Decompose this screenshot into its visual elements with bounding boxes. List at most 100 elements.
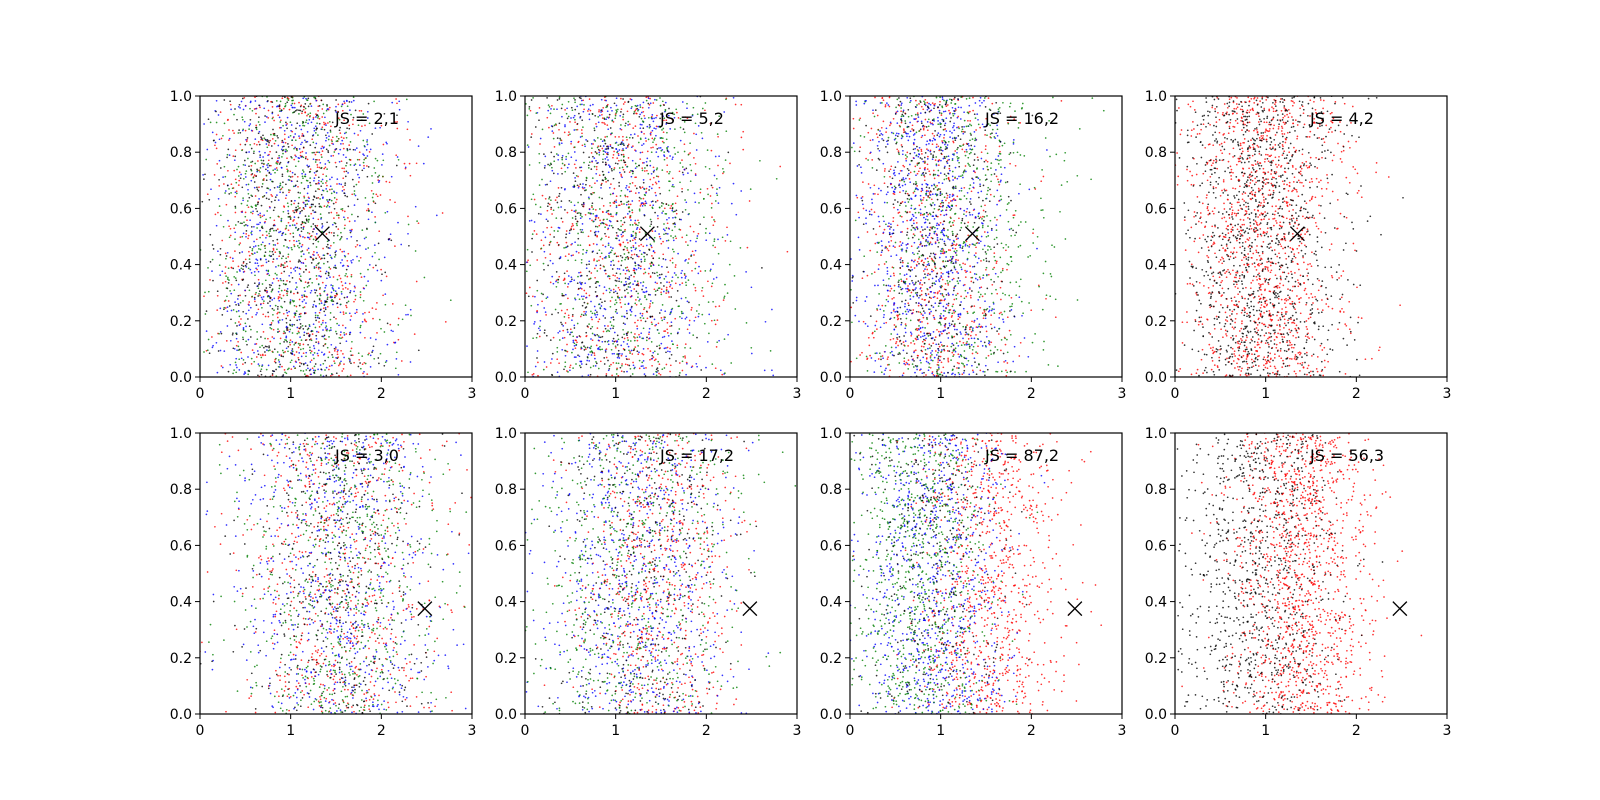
- scatter-point: [351, 228, 353, 231]
- scatter-point: [326, 346, 329, 349]
- scatter-point: [647, 97, 650, 100]
- scatter-point: [300, 355, 303, 358]
- scatter-point: [341, 209, 344, 212]
- scatter-point: [572, 367, 574, 369]
- scatter-point: [704, 270, 707, 272]
- scatter-point: [555, 279, 558, 282]
- scatter-point: [223, 183, 225, 185]
- scatter-point: [558, 128, 560, 131]
- scatter-point: [236, 298, 239, 300]
- scatter-point: [609, 127, 612, 129]
- scatter-point: [253, 296, 256, 299]
- scatter-point: [589, 104, 592, 107]
- scatter-point: [596, 348, 599, 350]
- scatter-point: [332, 300, 335, 303]
- scatter-point: [587, 353, 590, 356]
- scatter-point: [723, 111, 726, 113]
- scatter-point: [581, 144, 584, 147]
- scatter-point: [224, 299, 227, 302]
- scatter-point: [679, 181, 681, 184]
- scatter-point: [273, 309, 275, 311]
- scatter-point: [328, 336, 330, 338]
- scatter-point: [601, 170, 604, 173]
- scatter-point: [292, 236, 295, 238]
- scatter-point: [352, 119, 354, 121]
- scatter-point: [641, 312, 644, 315]
- scatter-point: [712, 300, 714, 303]
- scatter-point: [613, 150, 615, 153]
- scatter-point: [666, 233, 669, 235]
- scatter-point: [707, 280, 709, 283]
- scatter-point: [215, 99, 218, 102]
- scatter-point: [353, 190, 356, 192]
- scatter-point: [590, 300, 592, 303]
- scatter-point: [678, 218, 681, 221]
- scatter-point: [713, 319, 716, 322]
- scatter-point: [583, 143, 586, 146]
- scatter-point: [312, 306, 314, 308]
- scatter-point: [350, 273, 353, 276]
- scatter-point: [295, 305, 298, 308]
- scatter-point: [304, 157, 307, 160]
- scatter-point: [259, 236, 261, 239]
- scatter-point: [572, 254, 574, 256]
- scatter-point: [580, 283, 583, 286]
- scatter-point: [296, 266, 299, 269]
- scatter-point: [318, 266, 320, 269]
- scatter-point: [299, 235, 302, 238]
- scatter-point: [550, 208, 552, 211]
- scatter-point: [225, 203, 228, 206]
- scatter-point: [710, 319, 713, 322]
- scatter-point: [612, 342, 614, 345]
- subplot-row1-col3: 0 1 2 30.00.20.40.60.81.0JS = 16,2: [820, 89, 1127, 402]
- scatter-point: [591, 339, 594, 342]
- scatter-point: [310, 212, 313, 215]
- scatter-point: [278, 154, 280, 157]
- scatter-point: [285, 347, 288, 350]
- scatter-point: [355, 311, 358, 314]
- scatter-point: [397, 373, 400, 376]
- scatter-point: [620, 281, 623, 283]
- scatter-point: [626, 146, 629, 148]
- scatter-point: [303, 373, 306, 375]
- scatter-point: [238, 324, 241, 327]
- scatter-point: [319, 364, 322, 366]
- scatter-point: [321, 145, 324, 148]
- scatter-point: [272, 328, 275, 331]
- scatter-point: [639, 298, 641, 301]
- scatter-point: [592, 155, 594, 158]
- scatter-point: [307, 97, 310, 100]
- scatter-point: [625, 136, 628, 139]
- scatter-point: [666, 222, 669, 225]
- scatter-point: [215, 133, 218, 136]
- scatter-point: [285, 124, 288, 126]
- scatter-point: [599, 348, 602, 351]
- scatter-point: [206, 193, 209, 196]
- scatter-point: [368, 311, 371, 314]
- scatter-point: [700, 369, 703, 371]
- scatter-point: [588, 360, 591, 362]
- scatter-point: [327, 108, 329, 110]
- scatter-point: [254, 162, 257, 165]
- scatter-point: [280, 257, 283, 260]
- scatter-point: [331, 356, 334, 359]
- scatter-point: [665, 363, 668, 366]
- scatter-point: [368, 151, 371, 153]
- scatter-point: [257, 160, 259, 162]
- scatter-point: [334, 264, 337, 267]
- scatter-point: [237, 105, 240, 108]
- scatter-point: [204, 291, 206, 294]
- scatter-point: [669, 370, 671, 373]
- scatter-point: [639, 106, 642, 108]
- scatter-point: [641, 120, 644, 122]
- scatter-point: [303, 362, 305, 365]
- scatter-point: [308, 232, 311, 235]
- scatter-point: [935, 143, 938, 146]
- scatter-point: [355, 147, 358, 149]
- scatter-point: [303, 195, 305, 198]
- scatter-point: [557, 173, 559, 175]
- scatter-point: [554, 123, 557, 125]
- scatter-point: [305, 355, 307, 358]
- scatter-point: [545, 218, 548, 221]
- scatter-point: [639, 113, 641, 116]
